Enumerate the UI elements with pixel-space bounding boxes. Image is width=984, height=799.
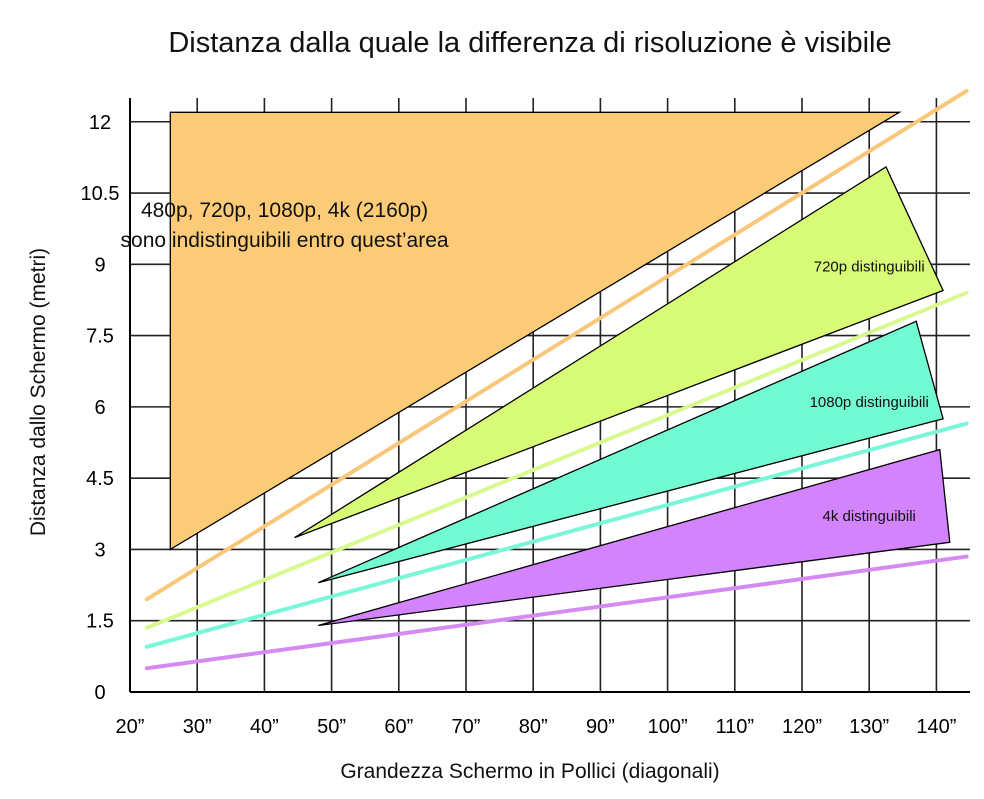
x-tick-label: 30” bbox=[183, 716, 212, 738]
x-axis-title: Grandezza Schermo in Pollici (diagonali) bbox=[340, 760, 719, 783]
y-tick-label: 4.5 bbox=[86, 468, 114, 490]
y-tick-label: 3 bbox=[94, 539, 105, 561]
y-axis-title: Distanza dallo Schermo (metri) bbox=[27, 248, 50, 536]
region-label: 480p, 720p, 1080p, 4k (2160p) bbox=[141, 199, 428, 222]
axes bbox=[129, 98, 970, 693]
y-tick-label: 9 bbox=[94, 254, 105, 276]
region-labels: 480p, 720p, 1080p, 4k (2160p) sono indist… bbox=[121, 199, 929, 525]
x-tick-label: 60” bbox=[384, 716, 413, 738]
x-tick-labels: 20” 30” 40” 50” 60” 70” 80” 90” 100” 110” 120” 130”… bbox=[116, 716, 957, 738]
threshold-line bbox=[144, 421, 969, 649]
x-tick-label: 90” bbox=[586, 716, 615, 738]
x-tick-label: 140” bbox=[916, 716, 956, 738]
y-tick-label: 12 bbox=[89, 112, 111, 134]
region-area bbox=[294, 165, 944, 539]
y-tick-label: 7.5 bbox=[86, 326, 114, 348]
region-area bbox=[169, 111, 902, 551]
x-tick-label: 120” bbox=[782, 716, 822, 738]
threshold-lines bbox=[144, 88, 969, 671]
threshold-line bbox=[144, 88, 969, 602]
region-label: 720p distinguibili bbox=[814, 258, 925, 275]
x-tick-label: 110” bbox=[716, 716, 755, 738]
threshold-line bbox=[144, 554, 969, 671]
region-label: sono indistinguibili entro quest’area bbox=[121, 229, 449, 252]
region-label: 4k distinguibili bbox=[823, 508, 916, 525]
y-tick-labels: 0 1.5 3 4.5 6 7.5 9 10.5 12 bbox=[81, 112, 120, 704]
y-tick-label: 6 bbox=[94, 397, 105, 419]
region-label: 1080p distinguibili bbox=[810, 394, 929, 411]
y-tick-label: 10.5 bbox=[81, 183, 120, 205]
y-tick-label: 0 bbox=[94, 682, 105, 704]
x-tick-label: 50” bbox=[317, 716, 346, 738]
threshold-line bbox=[144, 290, 969, 630]
x-tick-label: 40” bbox=[250, 716, 279, 738]
chart-title: Distanza dalla quale la differenza di ri… bbox=[168, 27, 891, 59]
regions bbox=[169, 111, 951, 627]
region-area bbox=[317, 320, 944, 584]
region-area bbox=[318, 448, 951, 627]
x-tick-label: 20” bbox=[116, 716, 145, 738]
x-tick-label: 70” bbox=[452, 716, 481, 738]
x-tick-label: 130” bbox=[849, 716, 889, 738]
x-tick-label: 80” bbox=[519, 716, 548, 738]
y-tick-label: 1.5 bbox=[86, 611, 114, 633]
x-tick-label: 100” bbox=[648, 716, 688, 738]
